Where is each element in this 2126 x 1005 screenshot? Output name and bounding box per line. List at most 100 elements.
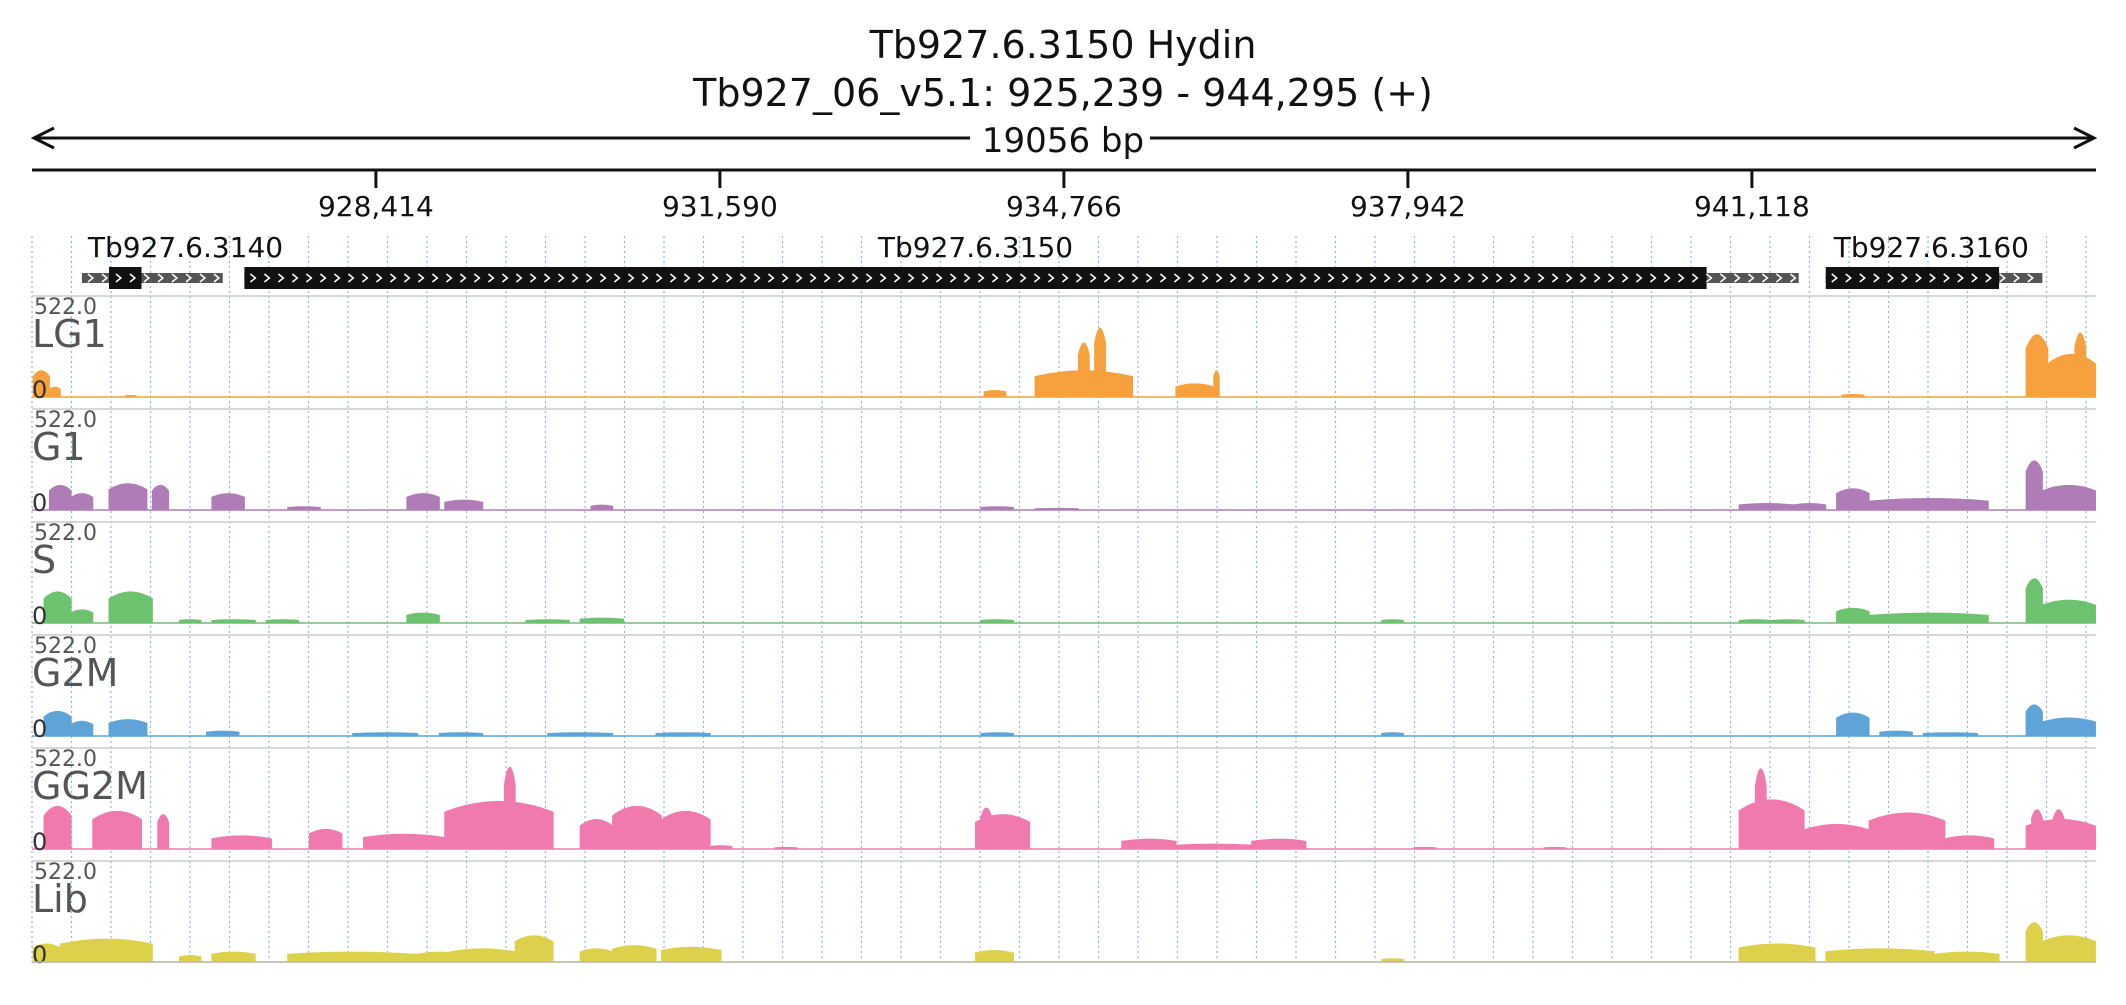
coverage-peak-LG1-6 xyxy=(1094,327,1106,398)
gene-strand-arrow-2-13 xyxy=(2013,273,2020,283)
gene-strand-arrow-1-10 xyxy=(389,273,397,283)
coverage-peak-Lib-2 xyxy=(178,954,202,963)
gene-strand-arrow-2-8 xyxy=(1943,273,1950,283)
coverage-peak-S-6 xyxy=(406,612,440,624)
track-zero-label-GG2M: 0 xyxy=(32,828,47,856)
coverage-peak-S-7 xyxy=(525,619,570,624)
coverage-peak-G1-8 xyxy=(590,504,614,511)
gene-cds-1 xyxy=(244,267,1707,289)
gene-strand-arrow-1-8 xyxy=(361,273,369,283)
gene-strand-arrow-1-26 xyxy=(613,273,621,283)
gene-strand-arrow-1-93 xyxy=(1551,273,1559,283)
coverage-peak-GG2M-18 xyxy=(1413,846,1437,850)
coverage-peak-G2M-12 xyxy=(1922,732,1978,737)
coverage-peak-GG2M-6 xyxy=(444,801,554,850)
coverage-peak-S-15 xyxy=(2025,578,2043,624)
axis-tick-label-0: 928,414 xyxy=(318,190,434,223)
gridlines xyxy=(31,236,2087,962)
track-zero-label-Lib: 0 xyxy=(32,941,47,969)
gene-strand-arrow-1-74 xyxy=(1285,273,1293,283)
gene-strand-arrow-1-89 xyxy=(1495,273,1503,283)
axis-tick-label-4: 941,118 xyxy=(1694,190,1810,223)
coverage-peak-G1-6 xyxy=(406,493,440,511)
coverage-peak-Lib-10 xyxy=(660,946,722,963)
coverage-peak-G1-12 xyxy=(1792,502,1827,511)
gene-strand-arrow-1-51 xyxy=(963,273,971,283)
coverage-peak-GG2M-10 xyxy=(660,810,711,850)
gene-strand-arrow-1-52 xyxy=(977,273,985,283)
coverage-peak-G1-7 xyxy=(444,499,484,511)
gene-strand-arrow-1-31 xyxy=(683,273,691,283)
coverage-peak-G2M-3 xyxy=(205,730,240,737)
coverage-peak-G1-11 xyxy=(1738,502,1794,511)
gene-strand-arrow-2-3 xyxy=(1873,273,1880,283)
span-length-label: 19056 bp xyxy=(982,121,1144,161)
gene-strand-arrow-1-59 xyxy=(1075,273,1083,283)
gene-strand-arrow-1-78 xyxy=(1341,273,1349,283)
gene-strand-arrow-2-14 xyxy=(2027,273,2034,283)
gene-strand-arrow-1-34 xyxy=(725,273,733,283)
coverage-peak-G1-0 xyxy=(48,484,72,511)
gene-strand-arrow-1-100 xyxy=(1649,273,1657,283)
gene-strand-arrow-1-38 xyxy=(781,273,789,283)
coverage-peak-G1-2 xyxy=(108,483,148,511)
track-name-G1: G1 xyxy=(32,425,86,469)
gene-strand-arrow-1-99 xyxy=(1635,273,1643,283)
coverage-peak-GG2M-0 xyxy=(43,805,72,850)
coverage-peak-GG2M-27 xyxy=(2052,809,2065,850)
gene-strand-arrow-1-49 xyxy=(935,273,943,283)
coverage-peak-LG1-5 xyxy=(1077,342,1090,398)
coverage-peak-LG1-7 xyxy=(1175,383,1215,398)
coverage-peak-GG2M-12 xyxy=(774,846,798,850)
coverage-peak-GG2M-23 xyxy=(1868,812,1946,850)
gene-strand-arrow-1-3 xyxy=(291,273,299,283)
gene-strand-arrow-1-56 xyxy=(1033,273,1041,283)
coverage-peak-GG2M-16 xyxy=(1175,843,1253,850)
track-name-GG2M: GG2M xyxy=(32,764,148,808)
gene-strand-arrow-1-69 xyxy=(1215,273,1223,283)
track-LG1: 522.0 0 LG1 xyxy=(32,295,2096,404)
gene-strand-arrow-1-54 xyxy=(1005,273,1013,283)
coverage-peak-LG1-11 xyxy=(2047,353,2096,398)
gene-strand-arrow-1-48 xyxy=(921,273,929,283)
track-max-label-G2M: 522.0 xyxy=(34,634,97,659)
gene-strand-arrow-1-90 xyxy=(1509,273,1517,283)
coverage-peak-S-0 xyxy=(43,591,72,624)
gene-strand-arrow-1-7 xyxy=(347,273,355,283)
gene-strand-arrow-1-36 xyxy=(753,273,761,283)
coverage-peak-LG1-10 xyxy=(2025,334,2049,398)
coverage-peak-Lib-3 xyxy=(211,951,256,963)
track-zero-label-G2M: 0 xyxy=(32,715,47,743)
span-arrowhead-left xyxy=(30,126,55,150)
track-zero-label-G1: 0 xyxy=(32,489,47,517)
gene-strand-arrow-1-16 xyxy=(473,273,481,283)
gene-strand-arrow-1-82 xyxy=(1397,273,1405,283)
gene-strand-arrow-2-2 xyxy=(1859,273,1866,283)
gene-cds-2 xyxy=(1825,267,2000,289)
track-G2M: 522.0 0 G2M xyxy=(32,634,2096,743)
gene-strand-arrow-1-40 xyxy=(809,273,817,283)
coverage-peak-G1-14 xyxy=(1868,498,1989,511)
gene-strand-arrow-1-20 xyxy=(529,273,537,283)
coverage-peak-G1-15 xyxy=(2025,460,2043,511)
coverage-peak-G1-10 xyxy=(1034,507,1079,511)
coverage-peak-S-5 xyxy=(265,619,300,624)
gene-label-2: Tb927.6.3160 xyxy=(1833,231,2029,264)
coverage-peak-GG2M-5 xyxy=(363,833,446,850)
gene-strand-arrow-1-75 xyxy=(1299,273,1307,283)
gene-label-1: Tb927.6.3150 xyxy=(877,231,1073,264)
coverage-peak-GG2M-7 xyxy=(503,766,516,850)
gene-strand-arrow-1-108 xyxy=(1761,273,1769,283)
gene-strand-arrow-1-41 xyxy=(823,273,831,283)
coverage-peak-G2M-11 xyxy=(1879,730,1913,737)
gene-strand-arrow-1-32 xyxy=(697,273,705,283)
gene-strand-arrow-1-47 xyxy=(907,273,915,283)
axis-tick-label-2: 934,766 xyxy=(1006,190,1122,223)
gene-strand-arrow-1-9 xyxy=(375,273,383,283)
gene-strand-arrow-1-104 xyxy=(1705,273,1713,283)
gene-strand-arrow-2-5 xyxy=(1901,273,1908,283)
gene-strand-arrow-1-64 xyxy=(1145,273,1153,283)
gene-strand-arrow-2-9 xyxy=(1957,273,1964,283)
coverage-peak-G1-3 xyxy=(151,484,170,511)
gene-strand-arrow-0-0 xyxy=(87,273,95,283)
